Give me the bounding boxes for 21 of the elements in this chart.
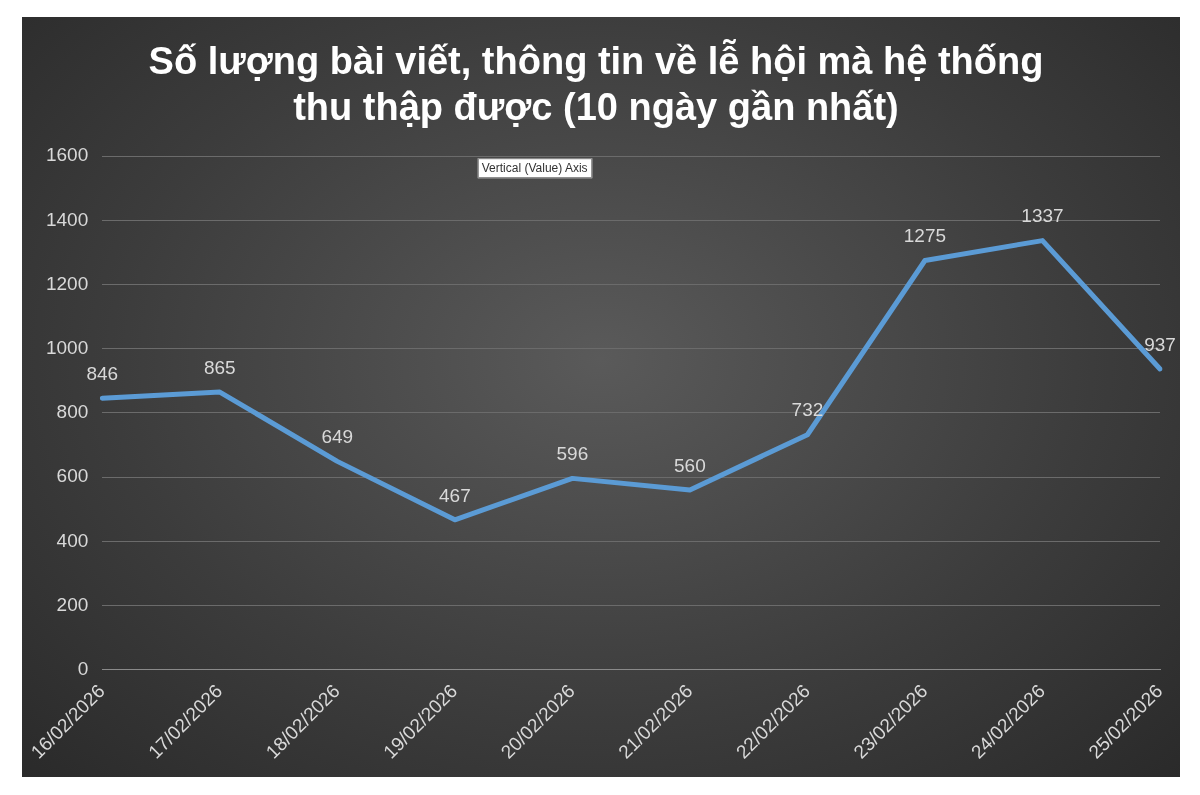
y-tick-label: 800 <box>56 401 89 423</box>
data-label: 596 <box>556 443 589 465</box>
y-tick-label: 1600 <box>45 144 89 166</box>
data-label: 1337 <box>1021 205 1064 227</box>
data-label: 937 <box>1144 333 1176 355</box>
annotation: Vertical (Value) Axis <box>481 160 588 175</box>
y-tick-label: 0 <box>77 657 89 679</box>
y-tick-label: 600 <box>56 465 89 487</box>
y-tick-label: 1200 <box>45 272 89 294</box>
data-label: 846 <box>86 362 119 384</box>
data-label: 1275 <box>903 225 947 247</box>
data-label: 649 <box>321 426 354 448</box>
data-label: 467 <box>438 484 471 506</box>
y-tick-label: 1400 <box>45 208 89 230</box>
y-tick-label: 200 <box>56 593 89 615</box>
data-label: 560 <box>674 454 706 476</box>
y-tick-label: 1000 <box>45 336 89 358</box>
data-label: 865 <box>203 356 236 378</box>
chart-title: Số lượng bài viết, thông tin về lễ hội mà hệ thống thu thập được (10 ngày gần nhất) <box>148 39 1044 128</box>
data-label: 732 <box>791 399 824 421</box>
y-tick-label: 400 <box>56 529 89 551</box>
